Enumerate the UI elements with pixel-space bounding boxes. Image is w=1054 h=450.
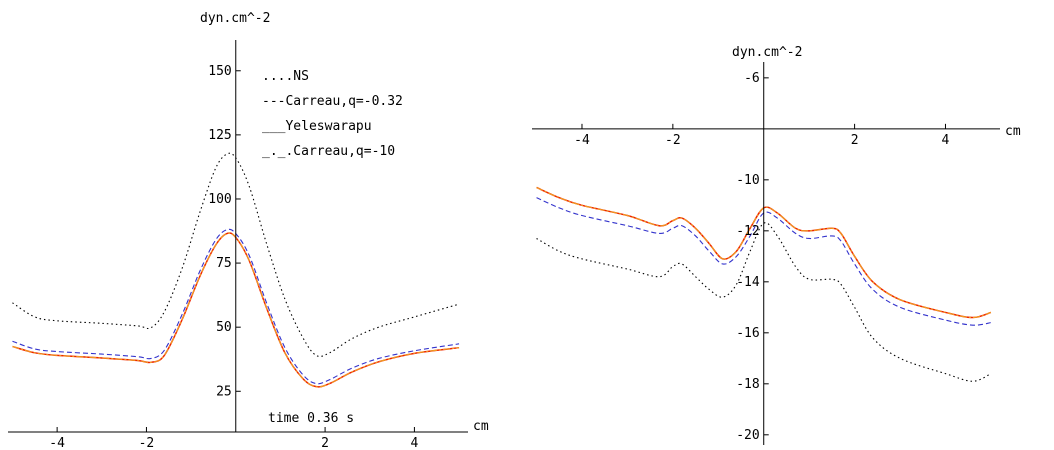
x-tick-label: 4 [410, 436, 418, 450]
left-series-layer [12, 152, 460, 388]
right-series-layer [536, 186, 992, 382]
legend-entry: _._.Carreau,q=-10 [262, 144, 395, 159]
y-tick-label: 150 [208, 64, 231, 79]
left-ticks-layer: -4 -2 2 4 25 50 75 100 125 150 [49, 64, 418, 450]
legend-entry: ---Carreau,q=-0.32 [262, 94, 403, 109]
y-tick-label: -6 [744, 71, 760, 86]
right-ticks-layer: -4 -2 2 4 -6 -10 -12 -14 -16 -18 -20 [574, 71, 949, 443]
x-tick-label: 4 [942, 133, 950, 148]
right-x-axis-label: cm [1005, 124, 1021, 139]
y-tick-label: 25 [216, 384, 232, 399]
series-line-carreau-q-10 [536, 186, 992, 319]
y-tick-label: -10 [736, 173, 759, 188]
x-tick-label: -4 [49, 436, 65, 450]
legend-entry: ....NS [262, 69, 309, 84]
series-line-ns [536, 222, 992, 382]
y-tick-label: 100 [208, 192, 231, 207]
legend: ....NS ---Carreau,q=-0.32 ___Yeleswarapu _.… [262, 69, 403, 159]
series-line-ns [12, 152, 460, 358]
x-tick-label: -2 [139, 436, 155, 450]
series-line-carreau-q-0-32 [536, 197, 992, 326]
y-tick-label: 50 [216, 320, 232, 335]
right-chart: -4 -2 2 4 -6 -10 -12 -14 -16 -18 -20 dyn.cm^-2 cm [532, 45, 1021, 445]
time-annotation: time 0.36 s [268, 411, 354, 426]
y-tick-label: 75 [216, 256, 232, 271]
series-line-carreau-q-0-32 [12, 228, 460, 385]
x-tick-label: 2 [851, 133, 859, 148]
x-tick-label: -4 [574, 133, 590, 148]
left-x-axis-label: cm [473, 419, 489, 434]
x-tick-label: -2 [665, 133, 681, 148]
left-chart: -4 -2 2 4 25 50 75 100 125 150 dyn.cm^-2 cm time … [8, 11, 489, 450]
right-y-axis-label: dyn.cm^-2 [732, 45, 802, 60]
y-tick-label: -18 [736, 377, 759, 392]
x-tick-label: 2 [321, 436, 329, 450]
y-tick-label: -20 [736, 428, 759, 443]
y-tick-label: -12 [736, 224, 759, 239]
legend-entry: ___Yeleswarapu [262, 119, 372, 134]
y-tick-label: -14 [736, 275, 760, 290]
y-tick-label: -16 [736, 326, 759, 341]
series-line-carreau-q-10 [12, 232, 460, 388]
left-y-axis-label: dyn.cm^-2 [200, 11, 270, 26]
y-tick-label: 125 [208, 128, 231, 143]
